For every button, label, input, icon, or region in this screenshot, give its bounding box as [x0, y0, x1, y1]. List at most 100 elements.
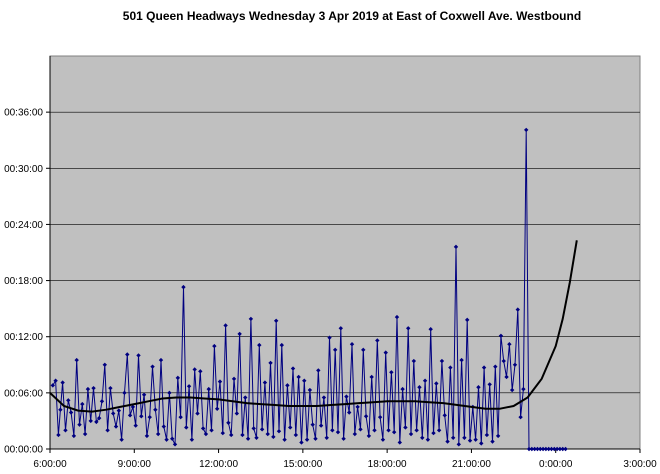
headway-point: [223, 323, 228, 328]
headway-point: [206, 386, 211, 392]
headway-point: [557, 446, 563, 452]
headway-point: [417, 385, 422, 390]
headway-point: [71, 433, 77, 439]
headway-point: [56, 432, 61, 438]
headway-point: [327, 335, 332, 340]
headway-point: [290, 366, 296, 371]
headway-point: [504, 374, 509, 380]
headway-point: [406, 326, 411, 331]
headway-point: [540, 446, 546, 452]
headway-point: [136, 353, 141, 358]
headway-point: [296, 374, 301, 380]
headway-point: [552, 446, 557, 452]
y-tick-label: 00:00:00: [4, 445, 43, 456]
headway-point: [422, 378, 428, 383]
headway-point: [226, 420, 231, 425]
headway-point: [487, 382, 492, 387]
headway-point: [265, 431, 270, 437]
headway-point: [450, 435, 456, 440]
headway-point: [448, 365, 453, 370]
headway-point: [122, 390, 127, 396]
headway-point: [459, 357, 464, 363]
headway-point: [158, 357, 164, 363]
headway-point: [200, 426, 206, 431]
headway-point: [313, 436, 318, 441]
headway-point: [476, 385, 481, 390]
headway-point: [116, 408, 122, 413]
headway-point: [347, 410, 352, 415]
headway-point: [82, 431, 88, 437]
headway-point: [268, 360, 273, 366]
y-tick-label: 00:06:00: [4, 388, 43, 399]
headway-point: [108, 385, 113, 391]
plot-area-background: [49, 55, 641, 450]
headway-point: [237, 331, 242, 337]
headway-point: [195, 411, 200, 416]
headway-point: [380, 437, 386, 442]
headway-series-line: [52, 129, 566, 450]
x-tick-label: 3:00:00: [623, 459, 657, 470]
x-tick-label: 0:00:00: [539, 459, 573, 470]
headway-point: [324, 435, 329, 440]
headway-point: [532, 446, 537, 452]
headway-point: [96, 415, 102, 421]
headway-point: [102, 362, 107, 367]
headway-point: [203, 431, 209, 437]
headway-point: [119, 437, 124, 442]
headway-point: [288, 425, 293, 430]
headway-point: [335, 429, 341, 435]
headway-point: [515, 307, 520, 312]
x-tick-label: 9:00:00: [118, 459, 152, 470]
headway-point: [125, 352, 130, 357]
x-axis: 6:00:00 9:00:00 12:00:00 15:00:00 18:00:00 21…: [33, 448, 657, 470]
headway-point: [425, 437, 431, 442]
headway-point: [178, 414, 183, 420]
headway-point: [543, 446, 549, 452]
headway-point: [361, 347, 366, 353]
headway-point: [352, 431, 358, 437]
headway-point: [389, 370, 394, 375]
headway-point: [248, 316, 254, 322]
headway-point: [420, 435, 425, 440]
headway-point: [428, 327, 433, 332]
headway-point: [209, 428, 214, 433]
y-tick-label: 00:12:00: [4, 332, 43, 343]
y-tick-label: 00:24:00: [4, 220, 43, 231]
headway-point: [363, 414, 369, 419]
headway-point: [88, 418, 93, 424]
headway-point: [220, 430, 225, 436]
headway-point: [524, 127, 529, 133]
headway-point: [302, 378, 307, 383]
headway-point: [153, 407, 158, 412]
headway-point: [299, 440, 304, 445]
headway-point: [130, 404, 136, 410]
headway-point: [535, 446, 540, 452]
headway-point: [549, 446, 554, 452]
headway-point: [304, 437, 310, 442]
headway-point: [521, 386, 526, 392]
headway-point: [251, 426, 256, 431]
headway-point: [400, 386, 405, 392]
headway-point: [144, 433, 150, 439]
headway-point: [189, 437, 195, 442]
trend-line: [49, 240, 578, 413]
headway-point: [563, 446, 568, 452]
headway-point: [411, 358, 417, 364]
headway-point: [484, 432, 490, 438]
headway-point: [467, 438, 473, 443]
y-tick-label: 00:18:00: [4, 276, 43, 287]
headway-point: [74, 357, 79, 363]
headway-point: [481, 365, 487, 370]
headway-point: [391, 429, 397, 435]
headway-point: [518, 414, 523, 420]
headway-point: [330, 428, 335, 433]
headway-point: [181, 284, 186, 290]
headway-point: [439, 358, 445, 364]
headway-point: [170, 436, 175, 441]
headway-point: [240, 432, 245, 438]
headway-point: [501, 358, 506, 364]
headway-point: [276, 429, 282, 434]
headway-point: [321, 395, 327, 400]
headway-point: [453, 244, 459, 250]
chart-title: 501 Queen Headways Wednesday 3 Apr 2019 …: [123, 9, 581, 23]
